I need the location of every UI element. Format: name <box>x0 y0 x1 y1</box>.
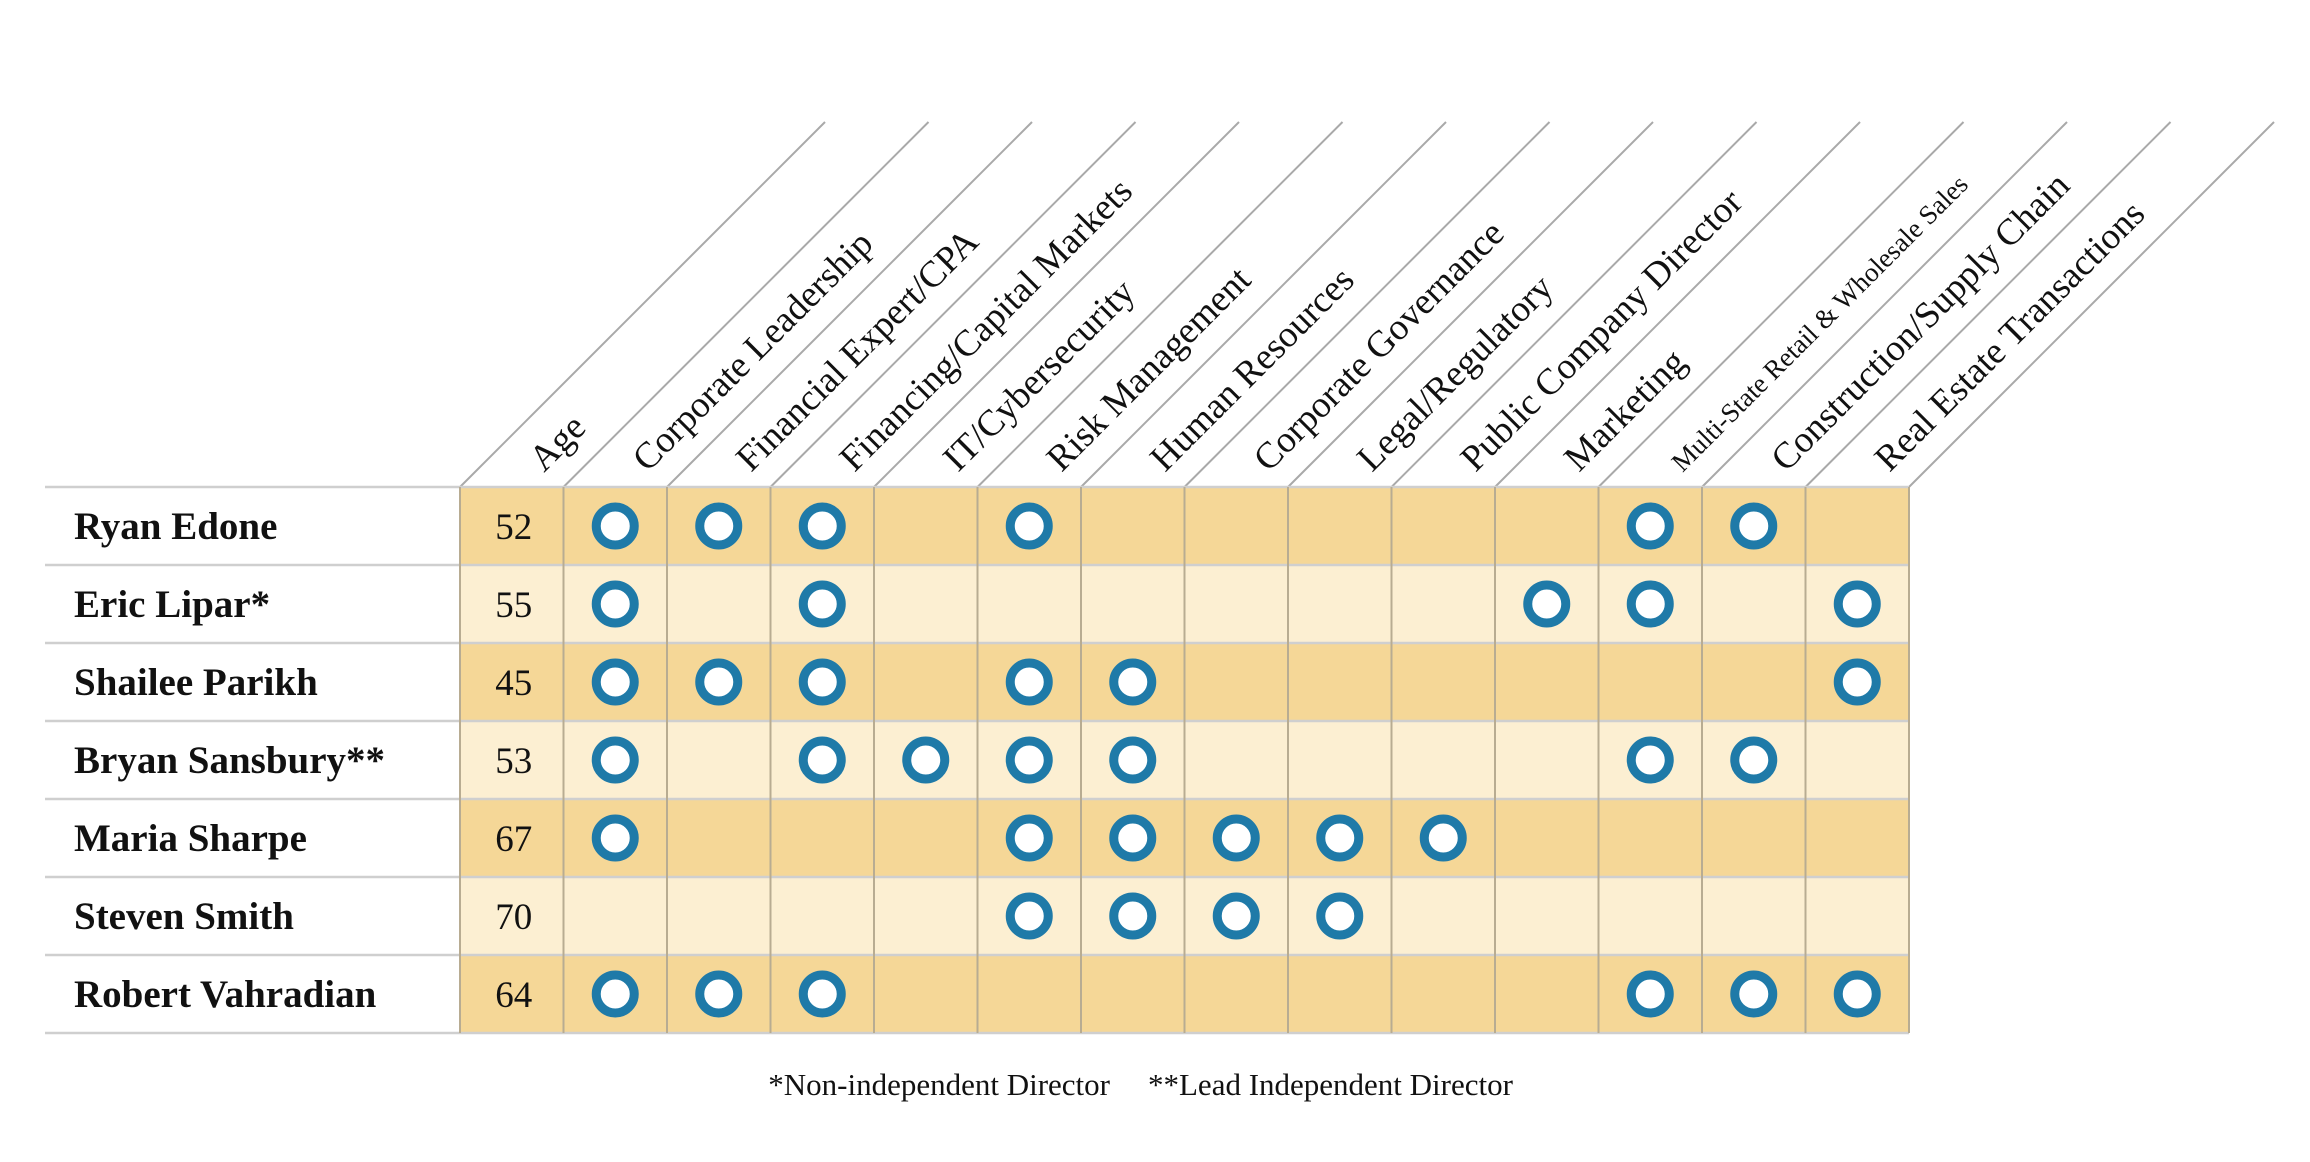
skill-marker-financing-capital-markets <box>798 970 846 1018</box>
director-name-bryan-sansbury: Bryan Sansbury** <box>74 739 385 782</box>
header-diagonal-line <box>1287 121 1654 488</box>
skill-marker-financial-expert-cpa <box>695 502 743 550</box>
skill-marker-corporate-leadership <box>591 580 639 628</box>
director-name-robert-vahradian: Robert Vahradian <box>74 973 377 1016</box>
director-age: 53 <box>495 741 532 782</box>
skill-marker-corporate-leadership <box>591 658 639 706</box>
skill-marker-human-resources <box>1109 814 1157 862</box>
skill-marker-real-estate-transactions <box>1833 970 1881 1018</box>
skill-marker-corporate-governance <box>1212 892 1260 940</box>
director-age: 45 <box>495 663 532 704</box>
skill-marker-multi-state-retail-wholesale-sales <box>1626 502 1674 550</box>
skill-marker-corporate-leadership <box>591 736 639 784</box>
skill-marker-construction-supply-chain <box>1730 502 1778 550</box>
header-diagonal-line <box>1390 121 1758 488</box>
column-header-it-cybersecurity: IT/Cybersecurity <box>935 271 1143 479</box>
skill-marker-financing-capital-markets <box>798 658 846 706</box>
skill-marker-corporate-leadership <box>591 814 639 862</box>
skill-marker-corporate-leadership <box>591 502 639 550</box>
header-diagonal-line <box>1701 121 2068 488</box>
skill-marker-multi-state-retail-wholesale-sales <box>1626 970 1674 1018</box>
director-name-steven-smith: Steven Smith <box>74 895 294 938</box>
skill-markers <box>591 502 1881 1018</box>
footnote-non-independent: *Non-independent Director <box>768 1067 1110 1102</box>
skill-marker-risk-management <box>1005 736 1053 784</box>
header-diagonal-line <box>1597 121 1965 488</box>
director-age: 64 <box>495 975 532 1016</box>
skill-marker-real-estate-transactions <box>1833 658 1881 706</box>
header-diagonal-line <box>459 121 826 488</box>
header-diagonal-line <box>976 121 1344 488</box>
skill-marker-financing-capital-markets <box>798 502 846 550</box>
header-diagonal-line <box>1908 121 2275 488</box>
skill-marker-risk-management <box>1005 658 1053 706</box>
director-age: 70 <box>495 897 532 938</box>
director-name-maria-sharpe: Maria Sharpe <box>74 817 307 860</box>
director-name-ryan-edone: Ryan Edone <box>74 505 277 548</box>
skill-marker-corporate-leadership <box>591 970 639 1018</box>
skill-marker-financial-expert-cpa <box>695 658 743 706</box>
header-diagonal-line <box>769 121 1137 488</box>
skill-marker-real-estate-transactions <box>1833 580 1881 628</box>
skill-marker-financing-capital-markets <box>798 736 846 784</box>
skill-marker-risk-management <box>1005 502 1053 550</box>
skill-marker-risk-management <box>1005 892 1053 940</box>
matrix-gridlines <box>45 485 1910 1035</box>
skill-marker-human-resources <box>1109 658 1157 706</box>
skill-marker-human-resources <box>1109 892 1157 940</box>
skill-marker-construction-supply-chain <box>1730 736 1778 784</box>
skill-marker-it-cybersecurity <box>902 736 950 784</box>
header-diagonal-line <box>1804 121 2172 488</box>
director-name-eric-lipar: Eric Lipar* <box>74 583 270 626</box>
header-diagonal-line <box>1183 121 1551 488</box>
header-diagonal-line <box>562 121 930 488</box>
skill-marker-multi-state-retail-wholesale-sales <box>1626 580 1674 628</box>
skill-marker-public-company-director <box>1419 814 1467 862</box>
header-diagonal-line <box>666 121 1033 488</box>
header-diagonal-line <box>1080 121 1447 488</box>
skill-marker-legal-regulatory <box>1316 892 1364 940</box>
skill-marker-construction-supply-chain <box>1730 970 1778 1018</box>
header-diagonals <box>459 121 2275 488</box>
skill-marker-financial-expert-cpa <box>695 970 743 1018</box>
director-age: 67 <box>495 819 532 860</box>
skill-marker-multi-state-retail-wholesale-sales <box>1626 736 1674 784</box>
skill-marker-financing-capital-markets <box>798 580 846 628</box>
director-age: 55 <box>495 585 532 626</box>
skill-marker-human-resources <box>1109 736 1157 784</box>
header-diagonal-line <box>873 121 1240 488</box>
director-name-shailee-parikh: Shailee Parikh <box>74 661 318 704</box>
skill-marker-corporate-governance <box>1212 814 1260 862</box>
skill-marker-risk-management <box>1005 814 1053 862</box>
footnote-lead-independent: **Lead Independent Director <box>1148 1067 1514 1102</box>
skill-marker-legal-regulatory <box>1316 814 1364 862</box>
skill-marker-marketing <box>1523 580 1571 628</box>
header-diagonal-line <box>1494 121 1861 488</box>
director-age: 52 <box>495 507 532 548</box>
